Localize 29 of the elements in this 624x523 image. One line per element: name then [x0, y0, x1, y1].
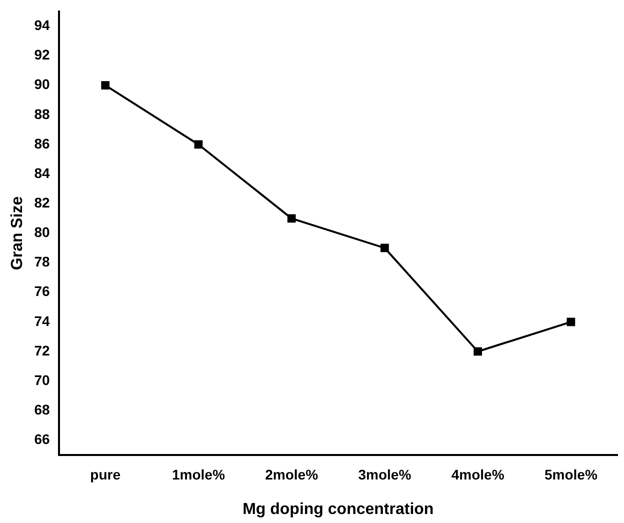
point — [287, 214, 296, 223]
x-axis-title: Mg doping concentration — [242, 500, 434, 518]
y-tick-label: 72 — [34, 342, 50, 358]
x-tick-label: 4mole% — [451, 466, 505, 482]
y-tick-label: 80 — [34, 224, 50, 240]
y-axis-title: Gran Size — [9, 196, 26, 270]
point — [474, 347, 482, 356]
y-tick-label: 68 — [34, 402, 50, 418]
y-tick-label: 94 — [34, 17, 50, 34]
x-tick-label: 2mole% — [265, 466, 319, 482]
y-tick-label: 92 — [34, 46, 50, 63]
y-tick-label: 74 — [34, 312, 50, 329]
x-tick-label: 3mole% — [358, 466, 412, 482]
point — [566, 318, 576, 326]
y-tick-label: 78 — [34, 254, 50, 270]
point — [380, 244, 389, 252]
y-tick-label: 90 — [34, 76, 50, 92]
y-tick-label: 76 — [34, 283, 50, 300]
y-tick-label: 88 — [34, 106, 50, 122]
y-tick-label: 86 — [34, 135, 50, 152]
point — [101, 81, 110, 90]
x-tick-label: pure — [90, 466, 121, 482]
y-tick-label: 82 — [34, 194, 50, 210]
x-tick-label: 5mole% — [544, 466, 598, 482]
y-tick-label: 66 — [34, 431, 50, 448]
y-tick-label: 84 — [34, 164, 50, 181]
y-tick-label: 70 — [34, 372, 50, 388]
point — [194, 140, 203, 149]
x-tick-label: 1mole% — [172, 466, 226, 482]
